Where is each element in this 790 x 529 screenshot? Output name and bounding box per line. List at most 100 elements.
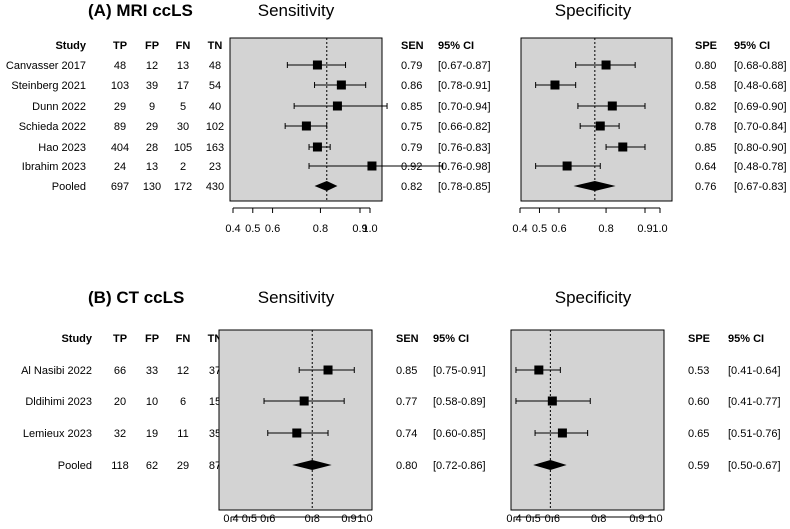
ci-header: 95% CI bbox=[734, 40, 770, 52]
pooled-diamond bbox=[292, 460, 332, 470]
study-marker bbox=[312, 142, 322, 152]
study-marker bbox=[550, 80, 560, 90]
study-marker bbox=[367, 161, 377, 171]
ci-value: [0.58-0.89] bbox=[433, 396, 486, 408]
plot-area bbox=[510, 329, 665, 511]
stat-value: 0.86 bbox=[401, 80, 422, 92]
ci-value: [0.67-0.83] bbox=[734, 181, 787, 193]
plot-area bbox=[520, 37, 673, 202]
stat-value: 0.80 bbox=[695, 60, 716, 72]
panel-sen: Sensitivity SEN 95% CI 0.85 [0.75-0.91] 0.77 [… bbox=[218, 288, 486, 525]
x-tick-label: 0.6 bbox=[545, 513, 560, 525]
cell-fn: 11 bbox=[177, 428, 188, 440]
stat-header: SEN bbox=[396, 333, 419, 345]
cell-tp: 66 bbox=[114, 365, 126, 377]
cell-tp: 20 bbox=[114, 396, 126, 408]
ci-value: [0.48-0.68] bbox=[734, 80, 787, 92]
stat-value: 0.82 bbox=[695, 101, 716, 113]
x-tick-label: 0.4 bbox=[506, 513, 521, 525]
cell-fn: 5 bbox=[180, 101, 186, 113]
stat-value: 0.80 bbox=[396, 460, 417, 472]
x-tick-label: 0.4 bbox=[225, 223, 240, 235]
column-header-tp: TP bbox=[113, 40, 127, 52]
stat-value: 0.64 bbox=[695, 161, 716, 173]
cell-tp: 32 bbox=[114, 428, 126, 440]
panel-spe: Specificity SPE 95% CI 0.80 [0.68-0.88] 0.58 [… bbox=[512, 1, 786, 235]
column-header-fp: FP bbox=[145, 40, 159, 52]
cell-fn: 29 bbox=[177, 460, 189, 472]
cell-fp: 13 bbox=[146, 161, 158, 173]
x-tick-label: 0.9 bbox=[352, 223, 367, 235]
study-label: Al Nasibi 2022 bbox=[21, 365, 92, 377]
stat-value: 0.85 bbox=[695, 142, 716, 154]
cell-fn: 17 bbox=[177, 80, 189, 92]
x-tick-label: 0.5 bbox=[245, 223, 260, 235]
study-label: Hao 2023 bbox=[38, 142, 86, 154]
stat-value: 0.85 bbox=[401, 101, 422, 113]
cell-fn: 105 bbox=[174, 142, 192, 154]
x-tick-label: 0.9 bbox=[629, 513, 644, 525]
study-marker bbox=[299, 396, 309, 406]
study-label: Schieda 2022 bbox=[19, 121, 86, 133]
x-tick-label: 0.9 bbox=[637, 223, 652, 235]
cell-fn: 6 bbox=[180, 396, 186, 408]
x-tick-label: 1.0 bbox=[652, 223, 667, 235]
study-label: Dldihimi 2023 bbox=[25, 396, 92, 408]
study-marker bbox=[595, 121, 605, 131]
x-tick-label: 1.0 bbox=[357, 513, 372, 525]
ci-value: [0.41-0.64] bbox=[728, 365, 781, 377]
cell-tp: 697 bbox=[111, 181, 129, 193]
cell-fn: 13 bbox=[177, 60, 189, 72]
stat-value: 0.59 bbox=[688, 460, 709, 472]
cell-tp: 24 bbox=[114, 161, 126, 173]
study-label: Steinberg 2021 bbox=[11, 80, 86, 92]
stat-value: 0.75 bbox=[401, 121, 422, 133]
cell-tn: 40 bbox=[209, 101, 221, 113]
cell-tn: 37 bbox=[209, 365, 221, 377]
stat-value: 0.53 bbox=[688, 365, 709, 377]
x-tick-label: 1.0 bbox=[647, 513, 662, 525]
cell-fp: 39 bbox=[146, 80, 158, 92]
study-marker bbox=[607, 101, 617, 111]
ci-value: [0.78-0.91] bbox=[438, 80, 491, 92]
cell-tn: 54 bbox=[209, 80, 221, 92]
stat-header: SPE bbox=[688, 333, 710, 345]
ci-value: [0.72-0.86] bbox=[433, 460, 486, 472]
x-tick-label: 0.8 bbox=[313, 223, 328, 235]
x-tick-label: 0.8 bbox=[598, 223, 613, 235]
stat-value: 0.85 bbox=[396, 365, 417, 377]
x-tick-label: 0.6 bbox=[265, 223, 280, 235]
study-marker bbox=[601, 60, 611, 70]
x-tick-label: 0.5 bbox=[526, 513, 541, 525]
ci-value: [0.80-0.90] bbox=[734, 142, 787, 154]
ci-value: [0.66-0.82] bbox=[438, 121, 491, 133]
ci-value: [0.76-0.98] bbox=[438, 161, 491, 173]
ci-value: [0.48-0.78] bbox=[734, 161, 787, 173]
x-tick-label: 0.6 bbox=[260, 513, 275, 525]
cell-tn: 163 bbox=[206, 142, 224, 154]
stat-value: 0.82 bbox=[401, 181, 422, 193]
ci-value: [0.41-0.77] bbox=[728, 396, 781, 408]
plot-area bbox=[229, 37, 383, 202]
stat-value: 0.92 bbox=[401, 161, 422, 173]
ci-value: [0.60-0.85] bbox=[433, 428, 486, 440]
ci-value: [0.69-0.90] bbox=[734, 101, 787, 113]
cell-tn: 48 bbox=[209, 60, 221, 72]
panel-title: Sensitivity bbox=[258, 1, 335, 20]
pooled-diamond bbox=[533, 460, 567, 470]
ci-header: 95% CI bbox=[433, 333, 469, 345]
x-tick-label: 0.5 bbox=[242, 513, 257, 525]
chart-title: (A) MRI ccLS bbox=[88, 1, 193, 20]
stat-value: 0.58 bbox=[695, 80, 716, 92]
stat-header: SEN bbox=[401, 40, 424, 52]
stat-value: 0.78 bbox=[695, 121, 716, 133]
stat-value: 0.76 bbox=[695, 181, 716, 193]
cell-fp: 33 bbox=[146, 365, 158, 377]
column-header-study: Study bbox=[61, 333, 92, 345]
study-marker bbox=[301, 121, 311, 131]
panel-spe: Specificity SPE 95% CI 0.53 [0.41-0.64] 0.60 [… bbox=[506, 288, 780, 525]
cell-fp: 12 bbox=[146, 60, 158, 72]
study-marker bbox=[547, 396, 557, 406]
